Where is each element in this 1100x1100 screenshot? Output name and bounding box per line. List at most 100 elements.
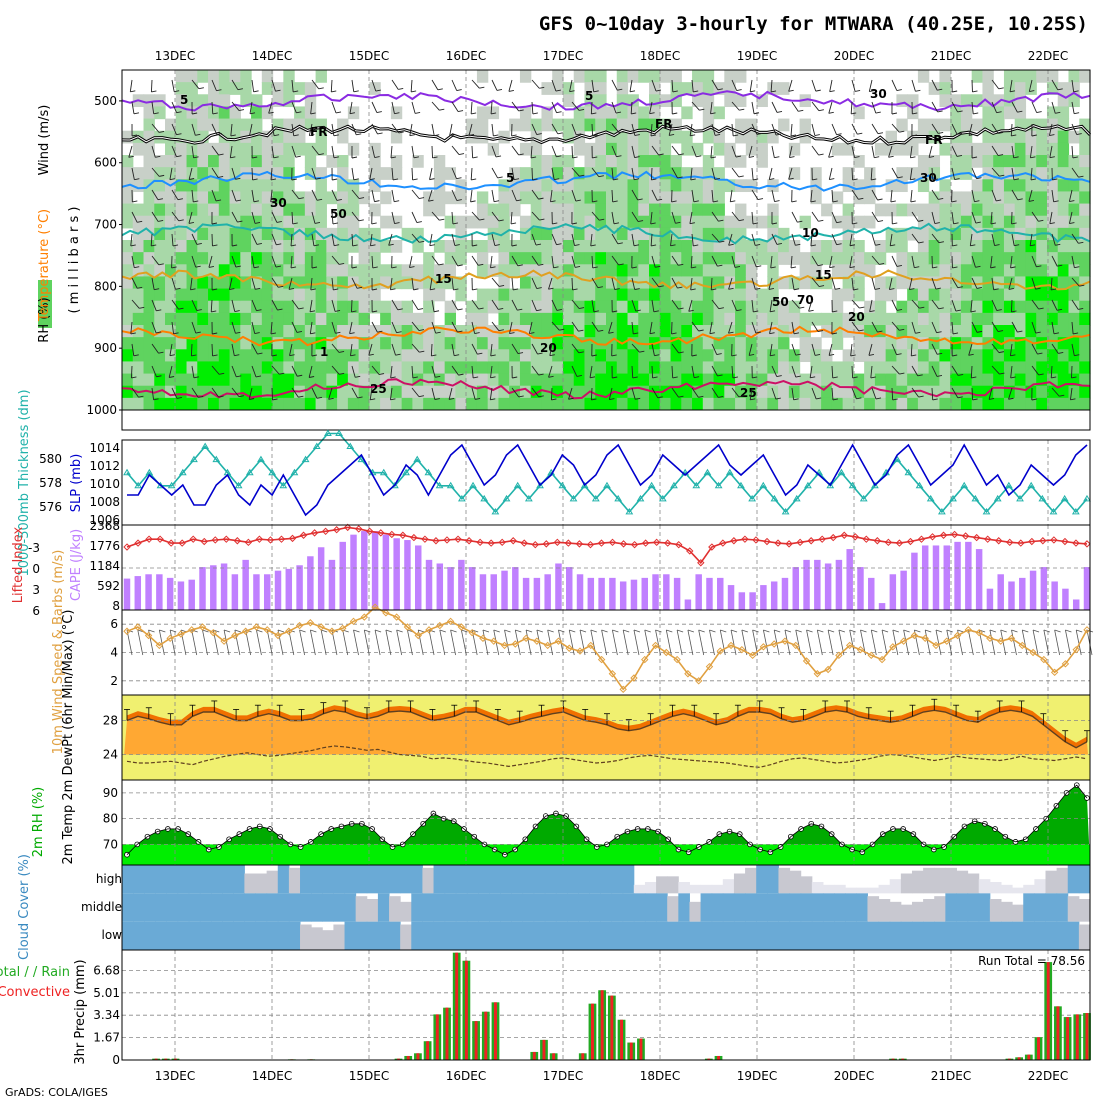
rh-cell [175,240,188,253]
wind-barb-flag [616,155,622,158]
cloud-high-bar [1078,865,1091,894]
wind-barb [391,189,395,202]
wind-barb-flag [1010,354,1016,357]
rh-cell [229,337,241,350]
wind-barb [251,79,255,92]
wind-barb [731,167,740,178]
cloud-high-bar [978,879,991,894]
wind-barb [931,233,940,243]
rh-cell [337,312,349,326]
cloud-low-bar [478,921,490,950]
rh-cell [767,252,779,265]
top-tick-13DEC: 13DEC [155,49,195,63]
thickness-point [1038,494,1047,502]
wind-barb-flag [731,354,737,357]
rh-cell [573,385,586,399]
wind-barb-flag [574,265,581,268]
rh-cell [562,227,575,241]
cape-bar [706,577,713,610]
rh-cell [713,106,725,120]
wind-barb [888,145,893,158]
wind-barb [171,101,177,113]
rh-cell [778,312,790,326]
rh-cell [917,373,930,387]
rh-cell [444,349,457,363]
thickness-point [737,481,745,489]
panel-slp-thickness: 580578576101410121010100810061000-500mb … [17,389,1091,577]
rh-cell [606,276,618,290]
rh-cell [692,215,704,229]
wind-barb [271,255,277,268]
wind-barb [411,211,418,223]
rh-cell [595,179,607,193]
wind-barb-flag [290,244,297,247]
wind-barb [430,343,433,356]
wind-barb-flag [456,199,462,201]
rh-cell [304,94,317,108]
wind-barb [451,145,460,155]
wind-barb-flag [653,310,659,313]
rh-cell [724,240,736,253]
rh-cell [896,397,908,411]
rh-cell [638,118,650,132]
wind-barb-flag [176,133,182,136]
rh-cell [530,300,543,314]
rh-cell [831,325,844,338]
rh-cell [616,349,629,363]
wind-barb [731,101,740,111]
wind-barb-flag [856,397,862,400]
rh-cell [1068,361,1080,375]
cloud-middle-bar [689,901,702,922]
cape-bar [814,559,821,610]
thickness-point [268,468,276,476]
lifted-index-point [961,532,970,540]
rh-cell [831,337,844,350]
cloud-middle-bar [288,893,301,922]
cloud-low-bar [622,921,635,950]
rh-legend-box [38,280,52,328]
rh-cell [971,397,984,411]
wind-barb [612,629,618,656]
precip-conv-label: Convective [0,985,70,1000]
wind-barb [946,629,953,656]
cape-bar [468,567,476,610]
wind-barb-flag [513,288,519,291]
wind-speed-point [1029,648,1037,657]
precip-convective-bar [891,1058,895,1060]
rh-cell [552,82,564,95]
rh-cell [659,130,672,144]
rh-cell [831,373,844,387]
wind-barb [169,629,176,656]
wind-speed-point [867,651,875,660]
wind-barb [591,167,600,178]
rh-cell [659,94,672,108]
cloud-high-bar [722,879,735,894]
rh-cell [1025,240,1037,253]
rh-cell [874,349,887,363]
wind-barb [689,211,693,224]
cape-bar [382,534,390,610]
wind-barb-flag [890,200,896,203]
rh-cell [616,82,629,95]
cape-bar [1019,577,1026,610]
rh-cell [218,288,231,302]
rh-cell [649,288,661,302]
rh-cell [218,240,231,253]
wind-barb-flag [998,132,1004,134]
thickness-point [480,494,489,502]
rh-cell [552,385,564,399]
wind-barb-flag [395,353,401,356]
wind-barb-flag [556,155,562,158]
rh-cell [627,349,639,363]
cloud-middle-bar [789,893,802,922]
wind-barb-flag [892,398,898,401]
wind-barb-flag [449,134,455,137]
rh-cell [659,118,672,132]
rh-cell [595,142,607,156]
wind-speed-point [188,626,196,634]
wind-barb-flag [298,395,304,398]
upper-blank-strip [121,409,1091,431]
wind-barb-flag [218,153,224,156]
precip-convective-bar [1027,1054,1031,1060]
